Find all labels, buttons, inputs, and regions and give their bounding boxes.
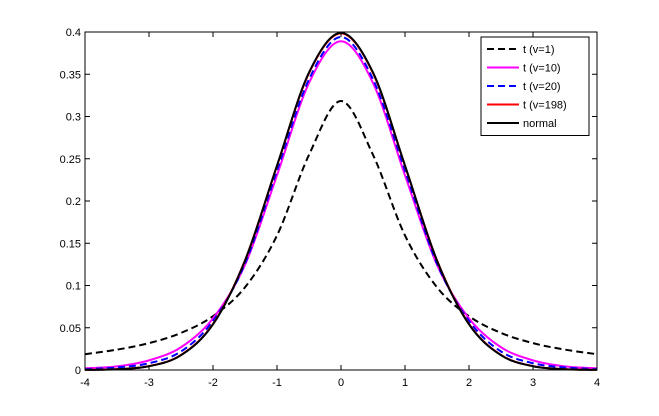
legend-label: t (v=20)	[523, 81, 561, 93]
x-tick-label: 0	[338, 377, 344, 389]
axes-layer: -4 -3 -2 -1 0 1 2 3 4 0 0.05 0.1 0.15 0.2 0.25 0.3 0.35 0…	[60, 27, 600, 389]
x-tick-label: 4	[594, 377, 600, 389]
x-tick-label: 2	[466, 377, 472, 389]
y-tick-label: 0.25	[60, 154, 81, 166]
y-tick-label: 0.4	[66, 27, 81, 39]
series-line-2	[84, 40, 598, 370]
x-tick-label: 3	[530, 377, 536, 389]
legend-label: normal	[523, 118, 557, 130]
y-tick-label: 0.35	[60, 69, 81, 81]
y-tick-label: 0.1	[66, 281, 81, 293]
y-tick-label: 0.15	[60, 238, 81, 250]
x-tick-label: -1	[272, 377, 282, 389]
series-line-1	[84, 100, 598, 356]
x-tick-label: -4	[80, 377, 90, 389]
y-tick-label: 0.2	[66, 196, 81, 208]
legend-label: t (v=1)	[523, 44, 554, 56]
legend-label: t (v=198)	[523, 100, 567, 112]
y-tick-label: 0.05	[60, 323, 81, 335]
x-tick-label: -2	[208, 377, 218, 389]
legend: t (v=1) t (v=10) t (v=20) t (v=198) normal	[480, 36, 590, 136]
y-tick-label: 0	[75, 365, 81, 377]
y-tick-label: 0.3	[66, 112, 81, 124]
x-tick-label: 1	[402, 377, 408, 389]
x-tick-label: -3	[144, 377, 154, 389]
legend-label: t (v=10)	[523, 63, 561, 75]
